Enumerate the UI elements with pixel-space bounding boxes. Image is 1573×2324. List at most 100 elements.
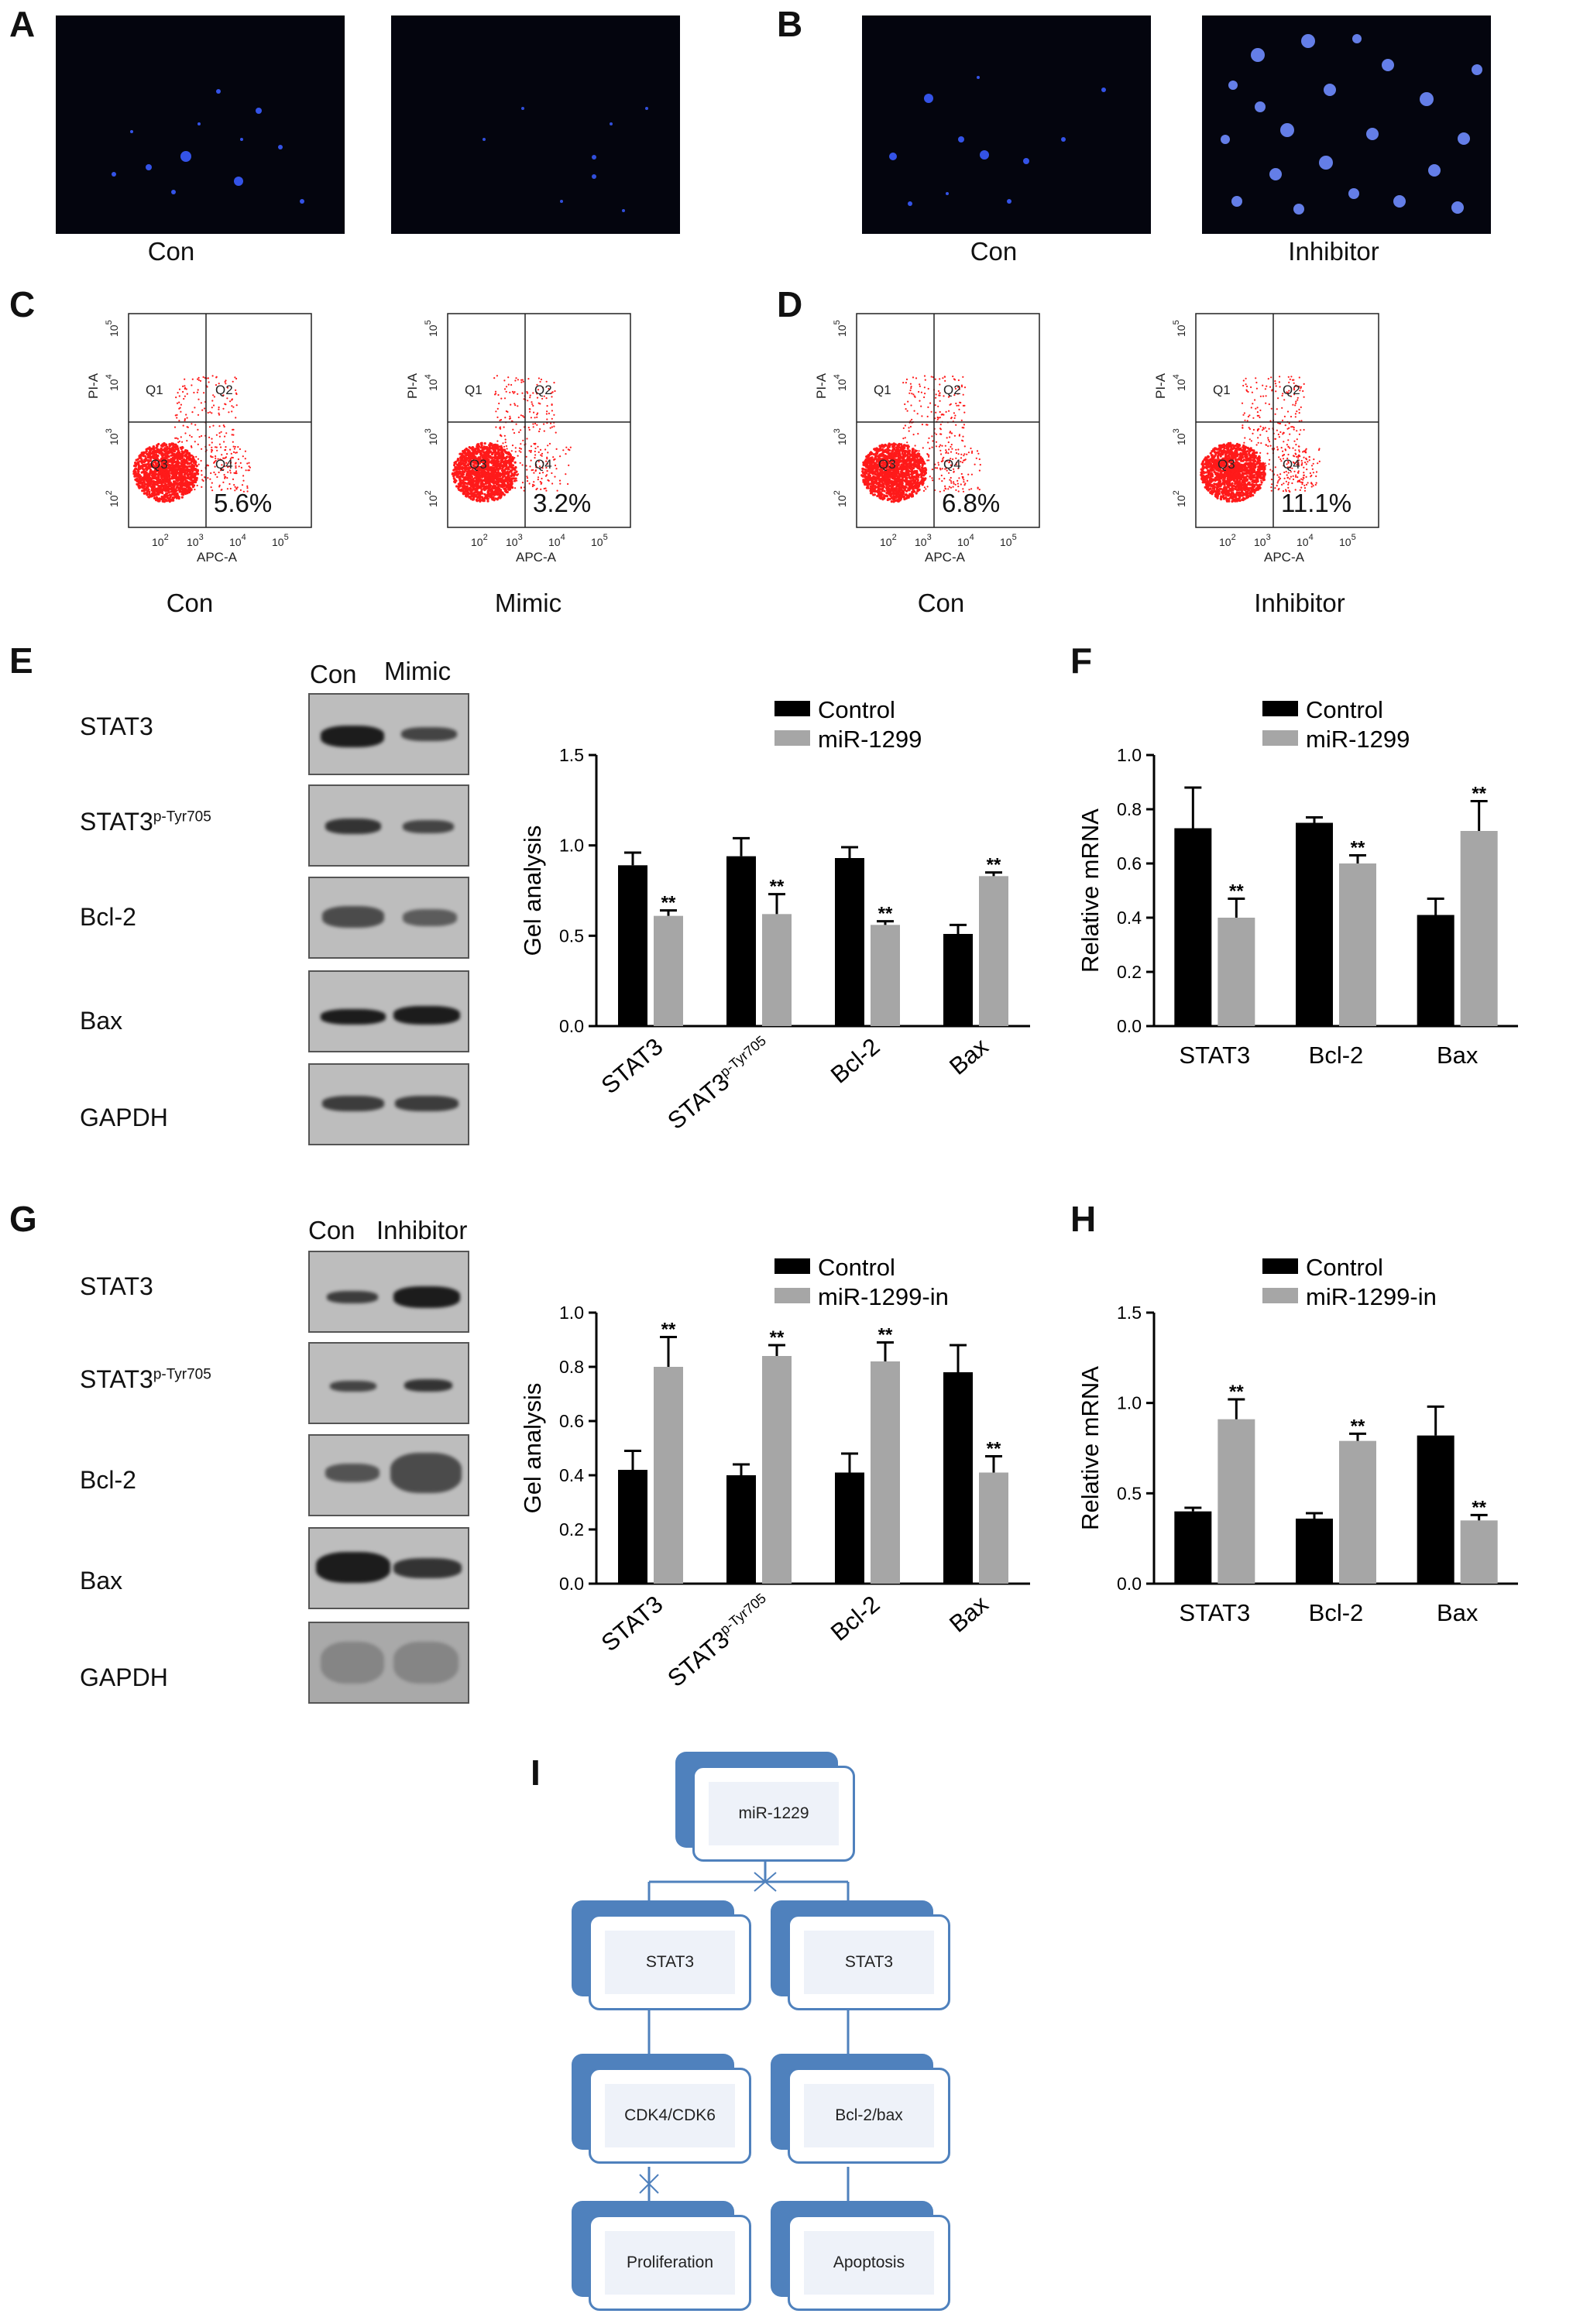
band (321, 726, 384, 747)
node-cdk4-cdk6: CDK4/CDK6 (572, 2054, 751, 2164)
legend-swatch (774, 730, 810, 746)
chart-f-relative-mrna: 0.0 0.2 0.4 0.6 0.8 1.0 Relative mRNA ** STAT3 **… (1077, 696, 1518, 1069)
lane-header-e-con: Con (310, 660, 357, 688)
panel-label-b: B (777, 4, 803, 44)
significance-marker: ** (1472, 1497, 1486, 1518)
significance-marker: ** (878, 1325, 893, 1346)
blot-g-label-gapdh: GAPDH (80, 1663, 168, 1691)
x-tick: 105 (1000, 533, 1017, 548)
x-tick: 102 (152, 533, 169, 548)
x-tick-label: Bax (944, 1032, 994, 1080)
flow-y-label: PI-A (1153, 372, 1168, 399)
legend-label: miR-1299-in (818, 1283, 949, 1310)
node-apoptosis-label: Apoptosis (804, 2231, 934, 2295)
band (404, 1379, 452, 1392)
nuclei-a-con (112, 89, 304, 204)
lane-header-g-con: Con (308, 1216, 355, 1244)
blot-e-bax (308, 970, 469, 1052)
quadrant-label-q4: Q4 (534, 457, 552, 472)
y-tick: 102 (424, 490, 439, 507)
band (403, 909, 457, 926)
node-mir1229: miR-1229 (675, 1752, 855, 1862)
band (390, 1453, 462, 1493)
legend-swatch (1262, 1288, 1298, 1303)
y-tick: 105 (833, 320, 848, 337)
bar (1174, 828, 1212, 1026)
significance-marker: ** (1472, 784, 1486, 805)
node-stat3-right: STAT3 (771, 1900, 950, 2010)
panel-label-h: H (1070, 1199, 1097, 1239)
y-axis-label: Gel analysis (519, 1383, 546, 1514)
significance-marker: ** (661, 893, 676, 914)
panel-label-i: I (531, 1752, 541, 1793)
node-bcl2bax-label: Bcl-2/bax (804, 2084, 934, 2147)
flow-events (451, 375, 572, 503)
flow-x-label: APC-A (516, 550, 557, 565)
blot-g-gapdh (308, 1622, 469, 1704)
band (322, 1096, 384, 1111)
bar (618, 865, 647, 1026)
x-tick: 102 (880, 533, 897, 548)
nuclei-b-inhibitor (1221, 34, 1482, 215)
blot-e-label-pstat3: STAT3p-Tyr705 (80, 808, 211, 836)
legend-swatch (1262, 730, 1298, 746)
blot-g-pstat3 (308, 1342, 469, 1424)
flow-plot-svg: Q1 Q2 Q3 Q4 5.6% 102 103 104 105 102 103 104 105 APC-… (86, 313, 312, 565)
blot-g-bax (308, 1527, 469, 1609)
legend-swatch (774, 701, 810, 716)
panel-label-a: A (9, 4, 36, 44)
band (395, 1096, 459, 1111)
bar (871, 1361, 900, 1584)
micrograph-a-con (56, 15, 345, 234)
quadrant-label-q4: Q4 (943, 457, 961, 472)
band (327, 1291, 378, 1303)
significance-marker: ** (878, 904, 893, 925)
y-tick: 102 (833, 490, 848, 507)
y-tick: 105 (424, 320, 439, 337)
flow-plot-c-con: Q1 Q2 Q3 Q4 5.6% 102 103 104 105 102 103 104 105 APC-… (77, 306, 325, 577)
bar (726, 856, 756, 1026)
x-tick-label: Bax (1437, 1599, 1479, 1626)
flow-y-label: PI-A (405, 372, 420, 399)
quadrant-label-q4: Q4 (1283, 457, 1300, 472)
blot-e-bcl2 (308, 877, 469, 959)
y-tick-label: 1.0 (559, 1303, 584, 1323)
blot-g-label-pstat3: STAT3p-Tyr705 (80, 1365, 211, 1393)
band (316, 1552, 390, 1583)
quadrant-label-q3: Q3 (878, 457, 896, 472)
flow-frame (128, 313, 312, 528)
band (325, 1464, 380, 1482)
lane-header-g-inhibitor: Inhibitor (376, 1216, 468, 1244)
caption-d-con: Con (917, 589, 965, 617)
legend-label: miR-1299-in (1306, 1283, 1437, 1310)
bar (943, 934, 973, 1026)
y-tick: 104 (1172, 374, 1187, 391)
y-tick: 103 (833, 428, 848, 445)
band (330, 1381, 376, 1392)
panel-label-f: F (1070, 640, 1093, 681)
legend-swatch (1262, 701, 1298, 716)
micrograph-a-mimic (391, 15, 680, 234)
y-tick-label: 0.5 (559, 925, 584, 946)
legend-label: Control (818, 1254, 895, 1281)
chart-g-gel-analysis: 0.0 0.2 0.4 0.6 0.8 1.0 Gel analysis ** STAT3 ** S… (519, 1254, 1030, 1692)
y-axis-label: Relative mRNA (1077, 808, 1104, 973)
quadrant-label-q2: Q2 (534, 383, 552, 397)
apoptosis-percent: 3.2% (533, 489, 591, 517)
y-tick: 104 (105, 374, 120, 391)
legend-label: Control (1306, 696, 1383, 723)
x-tick: 102 (471, 533, 488, 548)
x-tick: 103 (187, 533, 204, 548)
bar (1417, 915, 1455, 1026)
bar (618, 1470, 647, 1584)
micrograph-b-con (862, 15, 1151, 234)
y-tick-label: 1.0 (559, 836, 584, 856)
quadrant-label-q1: Q1 (465, 383, 483, 397)
y-tick-label: 1.0 (1117, 745, 1142, 765)
x-tick-label: Bcl-2 (826, 1033, 885, 1089)
y-tick: 104 (424, 374, 439, 391)
blot-e-label-gapdh: GAPDH (80, 1104, 168, 1131)
y-tick-label: 0.2 (1117, 962, 1142, 982)
bar (835, 858, 864, 1026)
y-tick: 102 (105, 490, 120, 507)
